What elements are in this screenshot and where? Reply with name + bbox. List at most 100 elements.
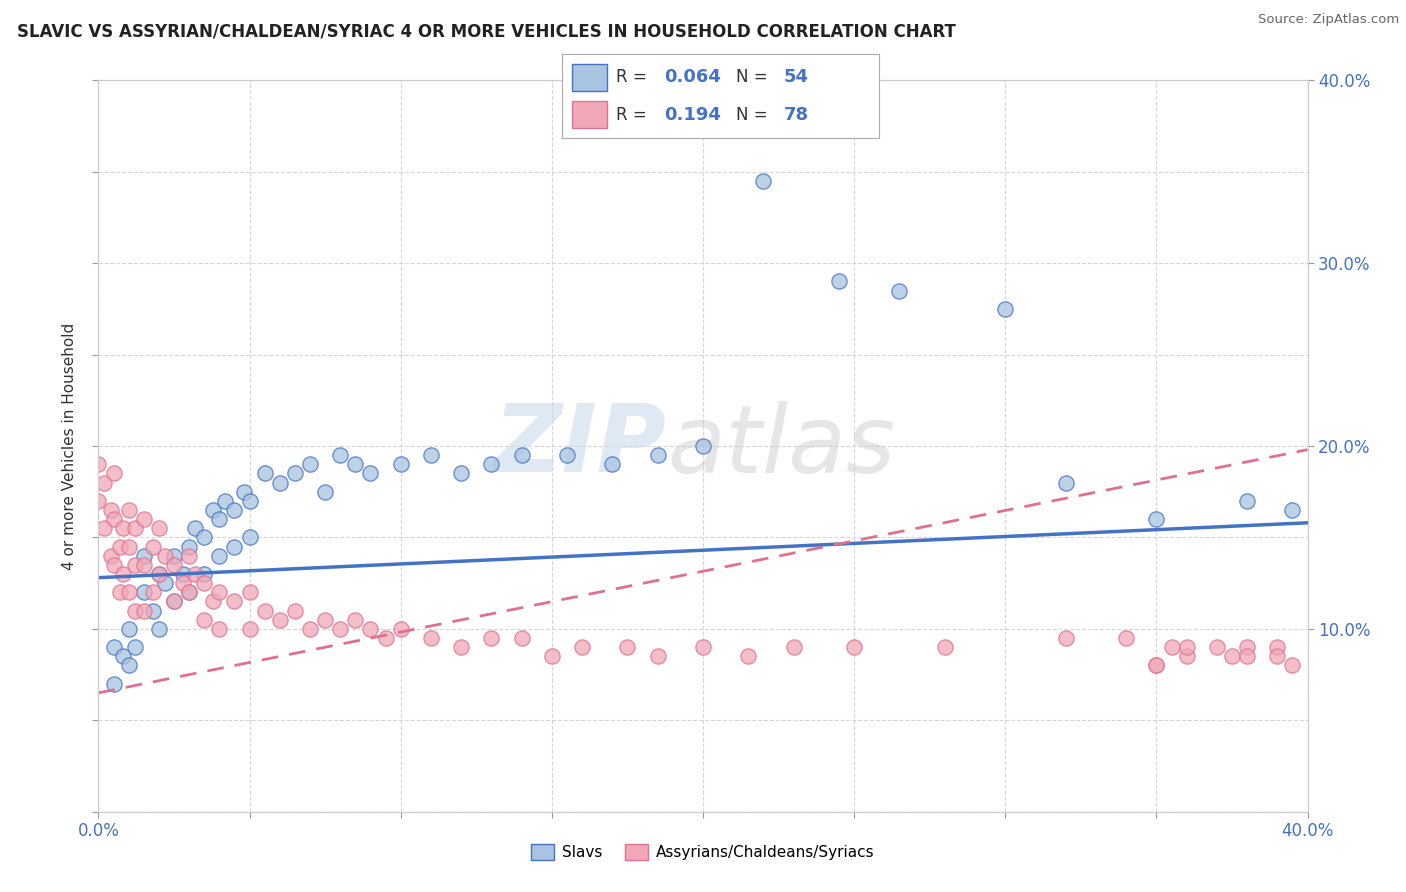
Point bbox=[602, 458, 624, 472]
Point bbox=[269, 475, 291, 490]
Point bbox=[202, 594, 225, 608]
Point bbox=[1144, 658, 1167, 673]
Point bbox=[184, 567, 207, 582]
Point bbox=[163, 549, 186, 563]
Text: SLAVIC VS ASSYRIAN/CHALDEAN/SYRIAC 4 OR MORE VEHICLES IN HOUSEHOLD CORRELATION C: SLAVIC VS ASSYRIAN/CHALDEAN/SYRIAC 4 OR … bbox=[17, 22, 956, 40]
Text: 0.064: 0.064 bbox=[664, 69, 720, 87]
Point bbox=[103, 467, 125, 481]
Point bbox=[314, 613, 336, 627]
Point bbox=[647, 649, 669, 664]
Point bbox=[208, 512, 231, 526]
Point bbox=[1144, 658, 1167, 673]
Point bbox=[510, 631, 533, 645]
Point bbox=[934, 640, 956, 655]
Point bbox=[208, 585, 231, 599]
Point bbox=[692, 640, 714, 655]
Point bbox=[103, 512, 125, 526]
Point bbox=[153, 576, 176, 591]
Point bbox=[208, 622, 231, 636]
Point bbox=[239, 585, 262, 599]
Point bbox=[193, 567, 215, 582]
Point bbox=[389, 622, 412, 636]
Text: 0.194: 0.194 bbox=[664, 105, 720, 123]
Point bbox=[269, 613, 291, 627]
Point bbox=[111, 521, 134, 535]
Point bbox=[1236, 649, 1258, 664]
Point bbox=[329, 448, 352, 462]
Point bbox=[103, 640, 125, 655]
Point bbox=[360, 467, 382, 481]
Point bbox=[172, 576, 194, 591]
Point bbox=[314, 484, 336, 499]
Point bbox=[1160, 640, 1182, 655]
Text: N =: N = bbox=[737, 69, 773, 87]
Point bbox=[172, 567, 194, 582]
Point bbox=[1175, 649, 1198, 664]
Point bbox=[224, 594, 246, 608]
Point bbox=[179, 585, 201, 599]
Point bbox=[214, 493, 236, 508]
Point bbox=[132, 585, 155, 599]
Point bbox=[1281, 503, 1303, 517]
Point bbox=[87, 493, 110, 508]
Point bbox=[111, 649, 134, 664]
Point bbox=[253, 603, 276, 617]
Point bbox=[224, 540, 246, 554]
Point bbox=[420, 448, 443, 462]
Point bbox=[193, 576, 215, 591]
Point bbox=[111, 567, 134, 582]
Point bbox=[142, 603, 165, 617]
Point bbox=[142, 585, 165, 599]
Legend: Slavs, Assyrians/Chaldeans/Syriacs: Slavs, Assyrians/Chaldeans/Syriacs bbox=[526, 838, 880, 866]
Point bbox=[344, 613, 367, 627]
Point bbox=[153, 549, 176, 563]
Point bbox=[103, 558, 125, 572]
Point bbox=[179, 540, 201, 554]
Point bbox=[132, 558, 155, 572]
Point bbox=[118, 503, 141, 517]
Point bbox=[163, 594, 186, 608]
Point bbox=[1175, 640, 1198, 655]
Point bbox=[118, 622, 141, 636]
Point bbox=[239, 622, 262, 636]
Point bbox=[299, 458, 322, 472]
Point bbox=[193, 530, 215, 544]
Point bbox=[148, 567, 170, 582]
Text: 54: 54 bbox=[785, 69, 808, 87]
Text: R =: R = bbox=[616, 69, 652, 87]
Point bbox=[844, 640, 866, 655]
Text: 78: 78 bbox=[785, 105, 808, 123]
Point bbox=[1281, 658, 1303, 673]
Point bbox=[108, 585, 131, 599]
Point bbox=[208, 549, 231, 563]
Point bbox=[93, 475, 115, 490]
Point bbox=[1236, 640, 1258, 655]
Point bbox=[103, 676, 125, 690]
Point bbox=[239, 530, 262, 544]
Point bbox=[124, 640, 146, 655]
Point bbox=[994, 301, 1017, 316]
Point bbox=[616, 640, 638, 655]
Point bbox=[1267, 640, 1289, 655]
Point bbox=[1054, 631, 1077, 645]
Point bbox=[481, 631, 503, 645]
Point bbox=[284, 603, 307, 617]
Point bbox=[450, 467, 472, 481]
Point bbox=[124, 603, 146, 617]
Point bbox=[329, 622, 352, 636]
Point bbox=[253, 467, 276, 481]
Point bbox=[100, 503, 122, 517]
Point bbox=[284, 467, 307, 481]
Point bbox=[1054, 475, 1077, 490]
Point bbox=[132, 512, 155, 526]
Point bbox=[239, 493, 262, 508]
Point bbox=[389, 458, 412, 472]
Point bbox=[889, 284, 911, 298]
Text: ZIP: ZIP bbox=[494, 400, 666, 492]
Point bbox=[118, 540, 141, 554]
Point bbox=[1267, 649, 1289, 664]
Point bbox=[224, 503, 246, 517]
Point bbox=[100, 549, 122, 563]
Point bbox=[420, 631, 443, 645]
Point bbox=[374, 631, 396, 645]
